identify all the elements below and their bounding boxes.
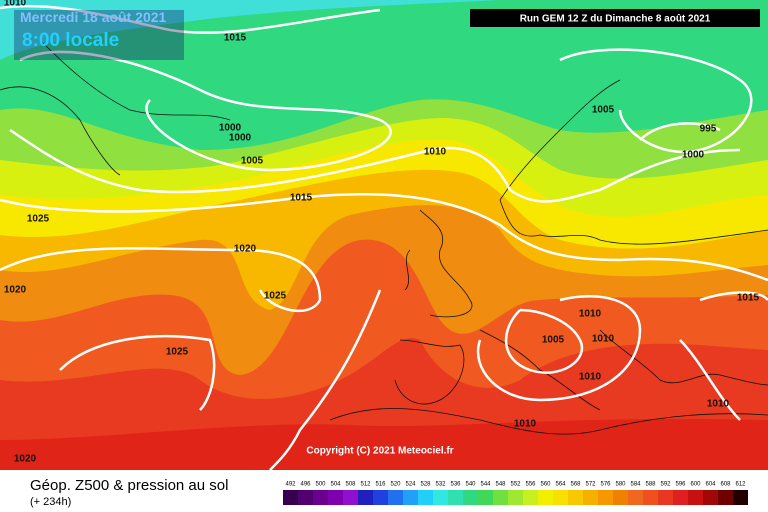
- scale-swatch: [388, 490, 403, 505]
- scale-swatch: [628, 490, 643, 505]
- coastlines: [0, 39, 768, 435]
- scale-label: 504: [330, 482, 341, 488]
- scale-swatch: [373, 490, 388, 505]
- isobar-label: 1010: [707, 399, 730, 410]
- scale-label: 560: [540, 482, 551, 488]
- isobar-label: 1005: [542, 335, 565, 346]
- scale-swatch: [673, 490, 688, 505]
- isobar-label: 1010: [579, 309, 602, 320]
- scale-label: 564: [555, 482, 566, 488]
- scale-label: 516: [375, 482, 386, 488]
- isobar-label: 1025: [166, 347, 189, 358]
- color-scale: 492 496 500 504 508 512 516 520 524 528 532 536 540 5…: [283, 482, 748, 505]
- scale-label: 580: [615, 482, 626, 488]
- scale-label: 604: [705, 482, 716, 488]
- isobar-label: 1020: [4, 285, 27, 296]
- scale-label: 596: [675, 482, 686, 488]
- scale-label: 544: [480, 482, 491, 488]
- scale-swatch: [613, 490, 628, 505]
- scale-label: 532: [435, 482, 446, 488]
- copyright: Copyright (C) 2021 Meteociel.fr: [306, 446, 453, 457]
- run-box: [470, 9, 760, 27]
- scale-swatch: [328, 490, 343, 505]
- isobar-label: 1010: [592, 334, 615, 345]
- scale-swatch: [688, 490, 703, 505]
- scale-label: 584: [630, 482, 641, 488]
- scale-label: 492: [285, 482, 296, 488]
- scale-label: 508: [345, 482, 356, 488]
- scale-swatch: [583, 490, 598, 505]
- run-info: Run GEM 12 Z du Dimanche 8 août 2021: [520, 14, 711, 25]
- scale-swatch: [463, 490, 478, 505]
- isobar-label: 1020: [234, 244, 257, 255]
- scale-label: 552: [510, 482, 521, 488]
- scale-swatch: [658, 490, 673, 505]
- scale-label: 568: [570, 482, 581, 488]
- scale-label: 512: [360, 482, 371, 488]
- scale-label: 540: [465, 482, 476, 488]
- legend-subtitle: (+ 234h): [30, 496, 71, 508]
- legend-title: Géop. Z500 & pression au sol: [30, 477, 228, 494]
- isobar-label: 1005: [241, 156, 264, 167]
- isobar-label: 1010: [424, 147, 447, 158]
- isobar-label: 1010: [4, 0, 27, 9]
- scale-swatch: [448, 490, 463, 505]
- scale-swatch: [538, 490, 553, 505]
- scale-label: 572: [585, 482, 596, 488]
- date: Mercredi 18 août 2021: [20, 9, 167, 25]
- scale-label: 524: [405, 482, 416, 488]
- scale-swatch: [418, 490, 433, 505]
- scale-swatch: [508, 490, 523, 505]
- scale-swatch: [313, 490, 328, 505]
- isobar-label: 995: [700, 124, 717, 135]
- scale-label: 588: [645, 482, 656, 488]
- scale-swatch: [283, 490, 298, 505]
- isobar-label: 1010: [514, 419, 537, 430]
- isobar-label: 1000: [682, 150, 705, 161]
- isobar-label: 1015: [290, 193, 313, 204]
- isobar-label: 1000: [229, 133, 252, 144]
- isobar-label: 1015: [737, 293, 760, 304]
- scale-swatch: [718, 490, 733, 505]
- scale-swatch: [643, 490, 658, 505]
- scale-label: 500: [315, 482, 326, 488]
- scale-swatch: [598, 490, 613, 505]
- scale-label: 608: [720, 482, 731, 488]
- isobar-label: 1025: [264, 291, 287, 302]
- date-box: [14, 10, 184, 60]
- scale-label: 556: [525, 482, 536, 488]
- scale-label: 520: [390, 482, 401, 488]
- scale-swatch: [523, 490, 538, 505]
- scale-swatch: [343, 490, 358, 505]
- isobar-label: 1020: [14, 454, 37, 465]
- isobar-labels: 1010101510001000100510101015102510201025…: [4, 0, 760, 465]
- isobar-label: 1015: [224, 33, 247, 44]
- scale-label: 612: [735, 482, 746, 488]
- scale-label: 600: [690, 482, 701, 488]
- isobar-label: 1005: [592, 105, 615, 116]
- scale-label: 536: [450, 482, 461, 488]
- scale-swatch: [478, 490, 493, 505]
- time: 8:00 locale: [22, 30, 119, 51]
- scale-swatch: [568, 490, 583, 505]
- scale-swatch: [493, 490, 508, 505]
- scale-swatch: [733, 490, 748, 505]
- scale-label: 548: [495, 482, 506, 488]
- scale-swatch: [703, 490, 718, 505]
- scale-swatch: [298, 490, 313, 505]
- scale-swatch: [553, 490, 568, 505]
- scale-label: 592: [660, 482, 671, 488]
- z500-field: [0, 0, 768, 471]
- scale-swatch: [403, 490, 418, 505]
- scale-swatch: [433, 490, 448, 505]
- scale-label: 528: [420, 482, 431, 488]
- isobars: [0, 4, 768, 471]
- scale-swatch: [358, 490, 373, 505]
- isobar-label: 1025: [27, 214, 50, 225]
- isobar-label: 1000: [219, 123, 242, 134]
- scale-label: 496: [300, 482, 311, 488]
- isobar-label: 1010: [579, 372, 602, 383]
- scale-label: 576: [600, 482, 611, 488]
